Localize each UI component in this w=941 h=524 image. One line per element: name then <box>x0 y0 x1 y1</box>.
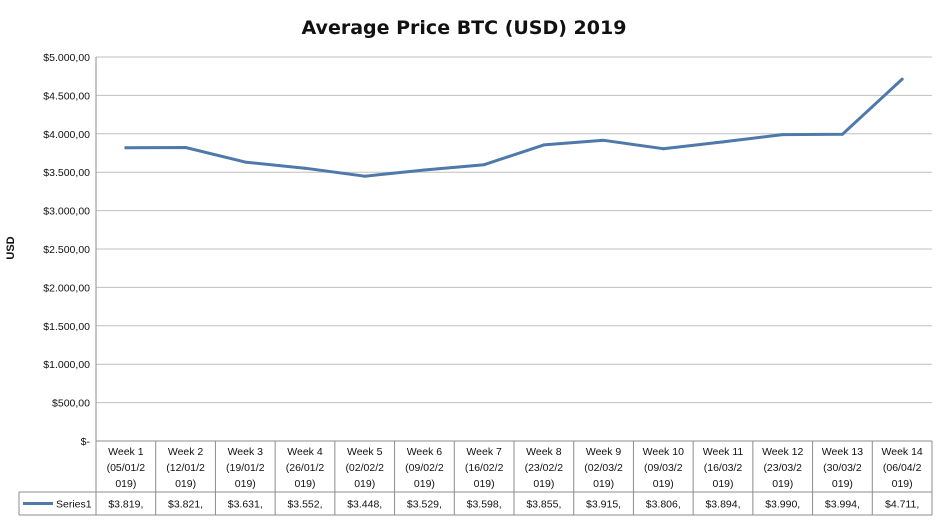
category-label: 019) <box>653 478 674 490</box>
category-label: Week 6 <box>407 446 443 458</box>
category-label: Week 9 <box>586 446 622 458</box>
y-tick-label: $4.000,00 <box>43 129 90 141</box>
data-point <box>243 160 247 164</box>
category-label: Week 3 <box>228 446 264 458</box>
data-point <box>781 133 785 137</box>
series-line <box>124 77 904 178</box>
data-point <box>184 146 188 150</box>
data-point <box>721 140 725 144</box>
y-tick-label: $2.500,00 <box>43 244 90 256</box>
y-tick-label: $2.000,00 <box>43 282 90 294</box>
y-tick-label: $4.500,00 <box>43 90 90 102</box>
data-point <box>124 146 128 150</box>
category-label: 019) <box>772 478 793 490</box>
data-table-value: $3.821, <box>168 499 203 511</box>
category-label: Week 14 <box>882 446 923 458</box>
category-label: (16/02/2 <box>465 462 504 474</box>
category-label: (16/03/2 <box>704 462 743 474</box>
data-point <box>482 163 486 167</box>
category-label: (23/02/2 <box>525 462 564 474</box>
category-label: Week 10 <box>643 446 684 458</box>
category-label: Week 5 <box>347 446 383 458</box>
category-label: (26/01/2 <box>286 462 325 474</box>
category-label: 019) <box>892 478 913 490</box>
category-label: Week 8 <box>526 446 562 458</box>
data-table-value: $3.806, <box>646 499 681 511</box>
category-label: 019) <box>474 478 495 490</box>
category-label: 019) <box>235 478 256 490</box>
data-table-value: $3.448, <box>347 499 382 511</box>
category-label: (19/01/2 <box>226 462 265 474</box>
category-label: Week 12 <box>762 446 803 458</box>
data-table-value: $4.711, <box>885 499 919 511</box>
category-label: (23/03/2 <box>763 462 802 474</box>
category-label: Week 11 <box>703 446 744 458</box>
chart-title: Average Price BTC (USD) 2019 <box>302 17 627 39</box>
category-label: 019) <box>414 478 435 490</box>
data-table-value: $3.894, <box>705 499 740 511</box>
category-label: (12/01/2 <box>166 462 205 474</box>
category-label: 019) <box>832 478 853 490</box>
category-label: 019) <box>533 478 554 490</box>
data-point <box>602 138 606 142</box>
y-axis-label: USD <box>5 236 17 259</box>
data-point <box>542 143 546 147</box>
category-label: 019) <box>593 478 614 490</box>
y-tick-label: $3.000,00 <box>43 206 90 218</box>
category-label: Week 7 <box>466 446 502 458</box>
data-table-value: $3.915, <box>586 499 621 511</box>
gridlines <box>95 56 932 441</box>
data-point <box>840 132 844 136</box>
category-label: (02/02/2 <box>345 462 384 474</box>
category-label: (30/03/2 <box>823 462 862 474</box>
y-tick-label: $1.000,00 <box>43 359 90 371</box>
y-tick-label: $500,00 <box>52 398 90 410</box>
category-label: 019) <box>175 478 196 490</box>
category-label: 019) <box>712 478 733 490</box>
data-table-value: $3.819, <box>108 499 143 511</box>
data-table-value: $3.552, <box>287 499 322 511</box>
data-point <box>422 168 426 172</box>
data-table-value: $3.631, <box>228 499 263 511</box>
data-table-value: $3.994, <box>825 499 860 511</box>
category-label: (02/03/2 <box>584 462 623 474</box>
category-label: 019) <box>115 478 136 490</box>
category-label: Week 13 <box>822 446 863 458</box>
data-point <box>363 174 367 178</box>
category-label: (09/02/2 <box>405 462 444 474</box>
category-label: (06/04/2 <box>883 462 922 474</box>
category-label: Week 4 <box>287 446 323 458</box>
data-point <box>900 77 904 81</box>
y-tick-label: $3.500,00 <box>43 167 90 179</box>
category-label: (05/01/2 <box>107 462 146 474</box>
data-table-value: $3.529, <box>407 499 442 511</box>
y-tick-label: $5.000,00 <box>43 52 90 64</box>
data-table-value: $3.990, <box>765 499 800 511</box>
data-table-value: $3.855, <box>526 499 561 511</box>
data-point <box>661 147 665 151</box>
legend-series-name: Series1 <box>56 499 92 511</box>
data-point <box>303 166 307 170</box>
y-tick-label: $1.500,00 <box>43 321 90 333</box>
data-table: Week 1 (05/01/2 019) Week 2 (12/01/2 019) Week… <box>18 440 933 516</box>
category-label: 019) <box>354 478 375 490</box>
data-table-value: $3.598, <box>467 499 502 511</box>
category-label: (09/03/2 <box>644 462 683 474</box>
y-tick-labels: $- $500,00 $1.000,00 $1.500,00 $2.000,00 $2.5… <box>43 52 90 448</box>
category-label: Week 1 <box>108 446 144 458</box>
series-layer <box>124 77 904 178</box>
category-label: Week 2 <box>168 446 204 458</box>
y-tick-label: $- <box>81 436 91 448</box>
category-label: 019) <box>294 478 315 490</box>
